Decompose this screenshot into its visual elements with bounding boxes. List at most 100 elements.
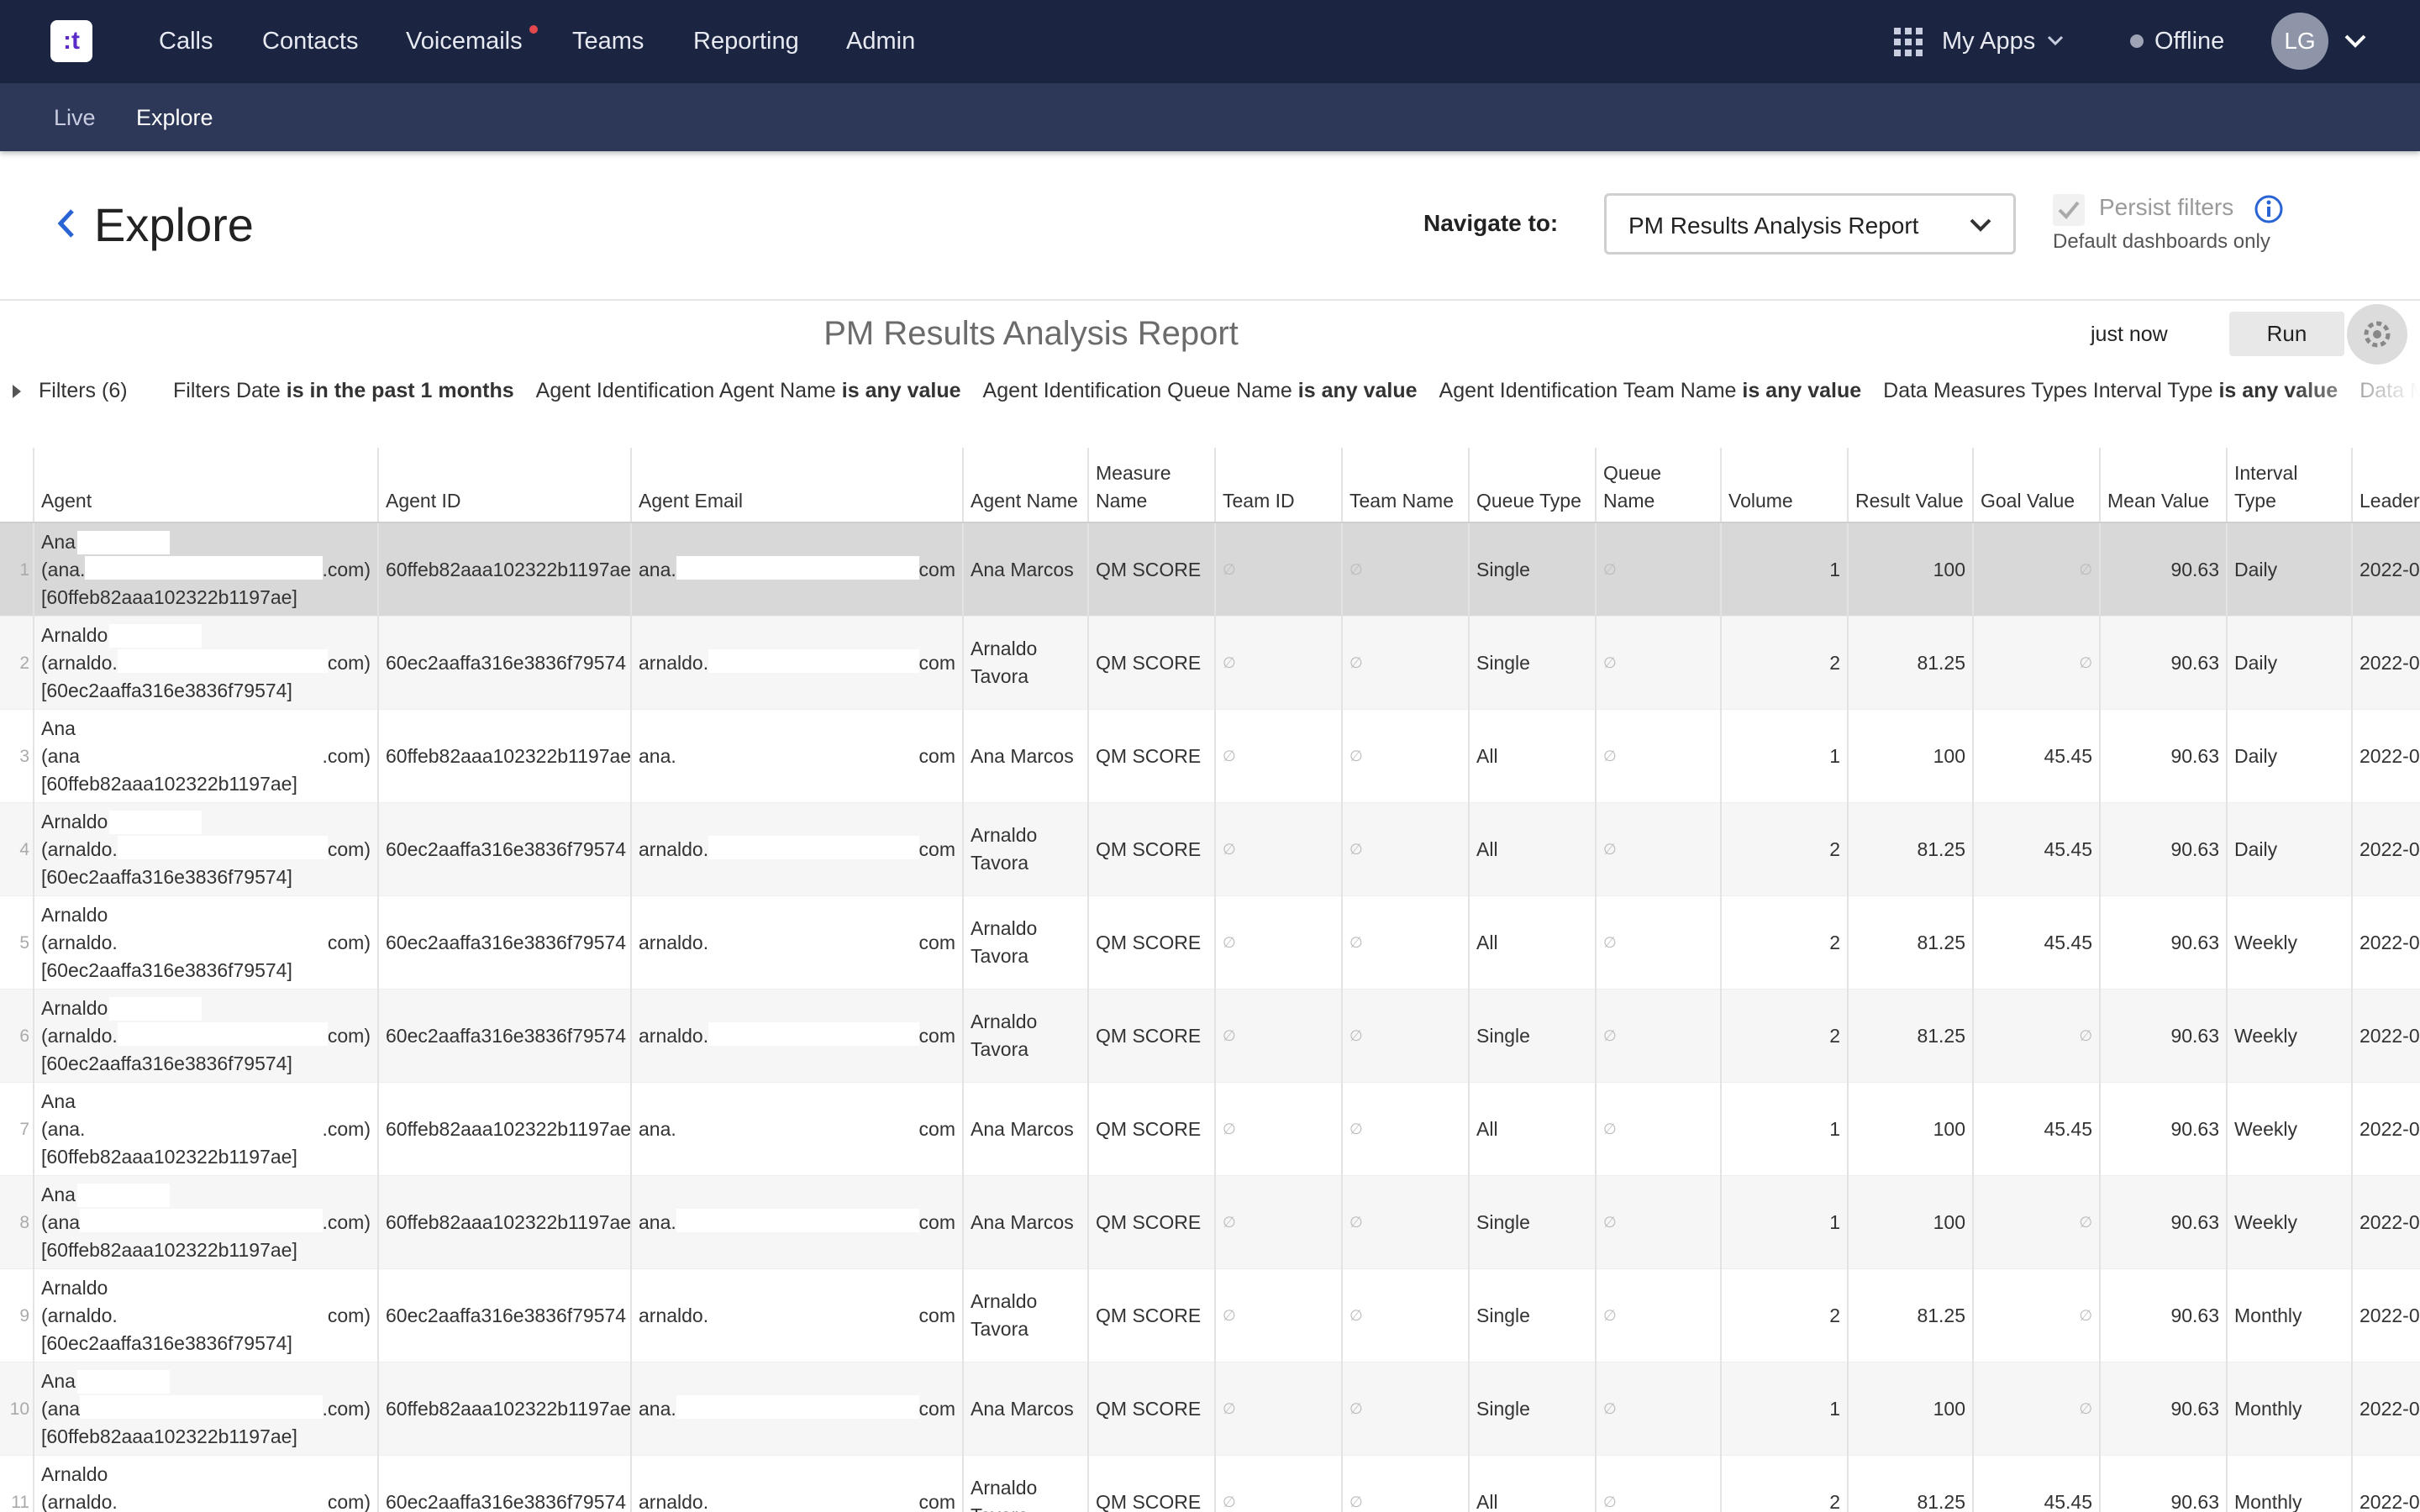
navigate-dropdown[interactable]: PM Results Analysis Report xyxy=(1604,193,2016,255)
nav-calls[interactable]: Calls xyxy=(159,28,213,55)
filter-item[interactable]: Filters Date is in the past 1 months xyxy=(173,379,514,402)
filters-label[interactable]: Filters (6) xyxy=(39,379,128,402)
filter-item[interactable]: Agent Identification Queue Name is any v… xyxy=(983,379,1418,402)
column-header[interactable]: Result Value xyxy=(1848,448,1974,523)
persist-filters[interactable]: Persist filters xyxy=(2099,194,2234,220)
row-number: 3 xyxy=(0,709,34,803)
filters-toggle[interactable] xyxy=(12,384,22,399)
full-name: Arnaldo Tavora xyxy=(963,989,1089,1083)
redaction xyxy=(85,555,323,580)
agent-email-end: com) xyxy=(327,1024,371,1047)
redaction xyxy=(708,648,919,673)
volume: 1 xyxy=(1721,1082,1849,1176)
filter-item[interactable]: Agent Identification Team Name is any va… xyxy=(1439,379,1862,402)
filter-item[interactable]: Data Measures Types Interval Type is any… xyxy=(1883,379,2338,402)
agent-id-label: [60ec2aaffa316e3836f79574] xyxy=(41,1331,292,1354)
column-header[interactable]: Queue Type xyxy=(1469,448,1597,523)
column-header[interactable]: Leaderboard Date ↓ xyxy=(2352,448,2420,523)
email-start: arnaldo. xyxy=(639,1024,709,1047)
table-row[interactable]: 11Arnaldo(arnaldo.com)[60ec2aaffa316e383… xyxy=(0,1455,2420,1512)
full-name: Ana Marcos xyxy=(963,709,1089,803)
column-header[interactable]: Measure Name xyxy=(1088,448,1216,523)
header-row: Agent Agent ID Agent Email Agent Name Measur… xyxy=(0,448,2420,523)
table-row[interactable]: 5 Arnaldo (arnaldo. com) [60ec2aaffa316e3836… xyxy=(0,895,2420,990)
subnav-live[interactable]: Live xyxy=(54,105,96,130)
column-header[interactable]: Agent xyxy=(34,448,379,523)
volume: 2 xyxy=(1721,616,1849,710)
run-button[interactable]: Run xyxy=(2229,312,2344,356)
interval: Daily xyxy=(2227,802,2353,896)
apps-grid-icon[interactable] xyxy=(1894,28,1923,56)
filter-item[interactable]: Agent Identification Agent Name is any v… xyxy=(536,379,961,402)
last-updated: just now xyxy=(2091,323,2168,346)
apps-chevron xyxy=(2047,35,2064,46)
column-header[interactable]: Team Name xyxy=(1342,448,1470,523)
queue-type: All xyxy=(1469,895,1597,990)
nav-reporting[interactable]: Reporting xyxy=(693,28,799,55)
info-icon[interactable] xyxy=(2254,194,2284,224)
full-name: Ana Marcos xyxy=(963,522,1089,617)
avatar-chevron[interactable] xyxy=(2344,34,2366,49)
queue-name: ∅ xyxy=(1596,1268,1722,1362)
email-start: arnaldo. xyxy=(639,651,709,674)
email-end: com xyxy=(918,1210,955,1233)
table-row[interactable]: 7 Ana (ana. .com) [60ffeb82aaa102322b1197ae]… xyxy=(0,1082,2420,1176)
nav-teams[interactable]: Teams xyxy=(572,28,644,55)
table-row[interactable]: 8 Ana (ana .com) [60ffeb82aaa102322b1197ae] 6… xyxy=(0,1175,2420,1269)
email-start: ana. xyxy=(639,1210,676,1233)
gear-icon xyxy=(2364,321,2391,348)
settings-button[interactable] xyxy=(2347,304,2407,365)
team-name: ∅ xyxy=(1342,1082,1470,1176)
column-header[interactable]: Agent Name xyxy=(963,448,1089,523)
column-header[interactable]: Goal Value xyxy=(1973,448,2101,523)
team-id: ∅ xyxy=(1215,802,1343,896)
agent-id: 60ffeb82aaa102322b1197ae xyxy=(378,709,632,803)
agent-id: 60ec2aaffa316e3836f79574 xyxy=(378,989,632,1083)
filters-fade xyxy=(2286,370,2420,412)
my-apps[interactable]: My Apps xyxy=(1942,28,2036,55)
back-button[interactable] xyxy=(55,208,77,239)
column-header[interactable]: Mean Value xyxy=(2100,448,2228,523)
column-header[interactable]: Agent Email xyxy=(631,448,964,523)
queue-name: ∅ xyxy=(1596,895,1722,990)
nav-voicemails[interactable]: Voicemails xyxy=(406,28,523,55)
team-name: ∅ xyxy=(1342,895,1470,990)
agent-cell: Arnaldo (arnaldo. com) [60ec2aaffa316e3836f… xyxy=(34,895,379,990)
agent-line: (ana .com) xyxy=(41,1208,371,1236)
queue-name: ∅ xyxy=(1596,522,1722,617)
persist-checkbox[interactable] xyxy=(2052,193,2086,227)
column-header[interactable]: Team ID xyxy=(1215,448,1343,523)
agent-email-end: com) xyxy=(327,837,371,860)
agent-id: 60ec2aaffa316e3836f79574 xyxy=(378,616,632,710)
email-end: com xyxy=(918,558,955,580)
full-name: Arnaldo Tavora xyxy=(963,802,1089,896)
agent-line: Ana xyxy=(41,1181,371,1209)
agent-name: Arnaldo xyxy=(41,1276,108,1299)
result: 81.25 xyxy=(1848,1455,1974,1512)
nav-contacts[interactable]: Contacts xyxy=(262,28,359,55)
table-row[interactable]: 3 Ana (ana .com) [60ffeb82aaa102322b1197ae] 6… xyxy=(0,709,2420,803)
table-row[interactable]: 2 Arnaldo (arnaldo. com) [60ec2aaffa316e3836… xyxy=(0,616,2420,710)
table-row[interactable]: 1 Ana (ana. .com) [60ffeb82aaa102322b1197ae]… xyxy=(0,522,2420,617)
measure: QM SCORE xyxy=(1088,709,1216,803)
column-header[interactable]: Volume xyxy=(1721,448,1849,523)
divider xyxy=(0,299,2420,301)
table-row[interactable]: 10 Ana (ana .com) [60ffeb82aaa102322b1197ae]… xyxy=(0,1362,2420,1456)
agent-line: (ana .com) xyxy=(41,1394,371,1423)
table-row[interactable]: 6 Arnaldo (arnaldo. com) [60ec2aaffa316e3836… xyxy=(0,989,2420,1083)
date: 2022-06 xyxy=(2352,802,2420,896)
column-header[interactable]: Interval Type xyxy=(2227,448,2353,523)
table-row[interactable]: 4 Arnaldo (arnaldo. com) [60ec2aaffa316e3836… xyxy=(0,802,2420,896)
mean: 90.63 xyxy=(2100,1268,2228,1362)
notification-dot xyxy=(529,25,538,34)
status[interactable]: Offline xyxy=(2154,28,2225,55)
nav-admin[interactable]: Admin xyxy=(846,28,916,55)
avatar[interactable]: LG xyxy=(2271,13,2328,70)
agent-email-start: (arnaldo. xyxy=(41,931,118,953)
column-header[interactable]: Agent ID xyxy=(378,448,632,523)
date: 2022-06 xyxy=(2352,1082,2420,1176)
table-row[interactable]: 9 Arnaldo (arnaldo. com) [60ec2aaffa316e3836… xyxy=(0,1268,2420,1362)
column-header[interactable]: Queue Name xyxy=(1596,448,1722,523)
subnav-explore[interactable]: Explore xyxy=(136,105,213,130)
logo[interactable]: :t xyxy=(50,20,92,62)
